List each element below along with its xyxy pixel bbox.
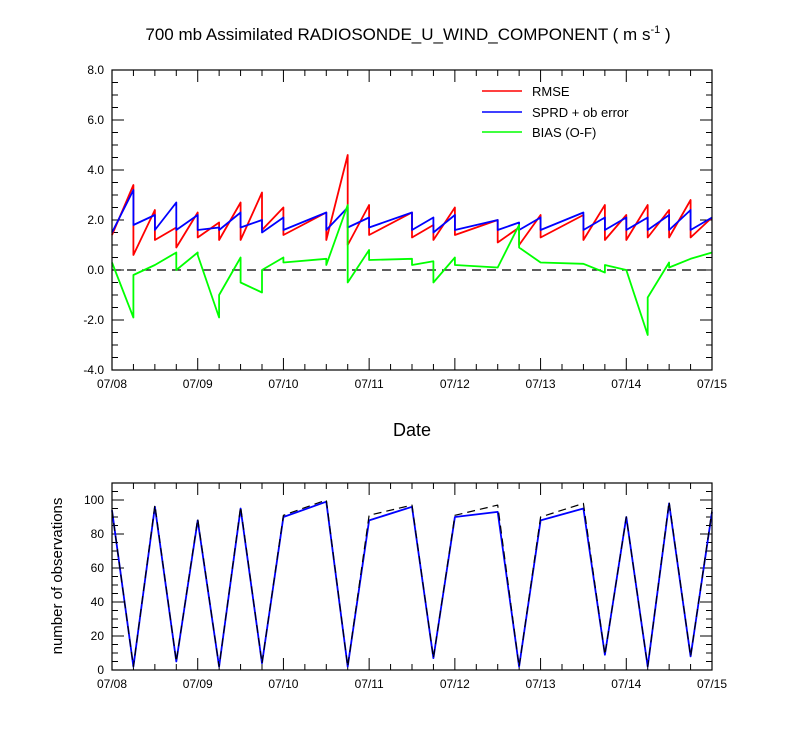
x-tick-label: 07/14	[611, 677, 641, 691]
series-line-rmse	[111, 154, 713, 256]
y-tick-label: 80	[91, 527, 105, 541]
y-tick-label: 40	[91, 595, 105, 609]
series-line-used	[111, 500, 713, 668]
x-tick-label: 07/13	[526, 677, 556, 691]
top-panel-frame	[111, 69, 713, 371]
x-tick-label: 07/10	[268, 377, 298, 391]
series-line-sprd-ob-error	[111, 189, 713, 234]
x-tick-label: 07/09	[183, 377, 213, 391]
legend: RMSE SPRD + ob error BIAS (O-F)	[482, 84, 629, 140]
series-line-bias-o-f-	[111, 204, 713, 336]
x-tick-label: 07/15	[697, 377, 727, 391]
legend-label-sprd: SPRD + ob error	[532, 105, 629, 120]
bottom-panel-frame	[111, 482, 713, 671]
x-tick-label: 07/13	[526, 377, 556, 391]
x-tick-label: 07/12	[440, 677, 470, 691]
chart-title-end: )	[660, 25, 670, 44]
y-tick-label: 2.0	[87, 213, 104, 227]
x-tick-label: 07/08	[97, 377, 127, 391]
bottom-panel-series	[111, 499, 713, 668]
y-tick-label: 4.0	[87, 163, 104, 177]
y-tick-label: 60	[91, 561, 105, 575]
x-tick-label: 07/10	[268, 677, 298, 691]
y-tick-label: 0	[97, 663, 104, 677]
series-line-possible	[111, 499, 713, 668]
x-axis-title: Date	[393, 420, 431, 440]
x-tick-label: 07/14	[611, 377, 641, 391]
y-tick-label: 100	[84, 493, 104, 507]
chart-title: 700 mb Assimilated RADIOSONDE_U_WIND_COM…	[145, 24, 670, 44]
top-panel-tick-labels: 07/08 07/09 07/10 07/11 07/12 07/13 07/14 07/15…	[83, 63, 727, 391]
y-tick-label: 8.0	[87, 63, 104, 77]
x-tick-label: 07/08	[97, 677, 127, 691]
y-tick-label: 20	[91, 629, 105, 643]
x-tick-label: 07/11	[355, 377, 384, 391]
x-tick-label: 07/11	[355, 677, 384, 691]
legend-label-bias: BIAS (O-F)	[532, 125, 596, 140]
x-tick-label: 07/09	[183, 677, 213, 691]
bottom-panel-tick-labels: 07/08 07/09 07/10 07/11 07/12 07/13 07/14 07/15…	[84, 493, 727, 691]
y-tick-label: -2.0	[83, 313, 104, 327]
x-tick-label: 07/12	[440, 377, 470, 391]
top-panel-series	[111, 154, 713, 336]
chart-title-superscript: -1	[650, 24, 660, 36]
y-axis-title-observations: number of observations	[49, 498, 66, 655]
x-tick-label: 07/15	[697, 677, 727, 691]
legend-label-rmse: RMSE	[532, 84, 570, 99]
y-tick-label: -4.0	[83, 363, 104, 377]
chart-title-main: 700 mb Assimilated RADIOSONDE_U_WIND_COM…	[145, 25, 650, 44]
y-tick-label: 6.0	[87, 113, 104, 127]
y-tick-label: 0.0	[87, 263, 104, 277]
